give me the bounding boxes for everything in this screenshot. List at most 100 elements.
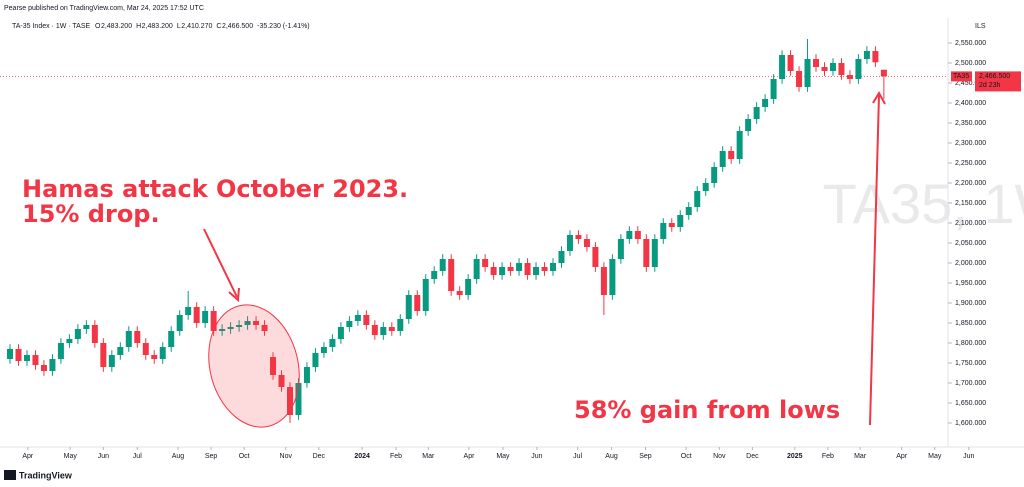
x-tick-label: Aug (172, 453, 185, 460)
candle-body (193, 307, 200, 323)
candle-body (753, 107, 760, 119)
candle-body (880, 69, 887, 77)
x-tick-label: Aug (605, 453, 618, 460)
candle-body (83, 325, 90, 329)
candle-body (516, 263, 523, 271)
candle-body (219, 329, 226, 331)
candle-body (829, 63, 836, 71)
candle-body (439, 259, 446, 271)
candle-body (626, 231, 633, 239)
x-tick-label: Dec (313, 453, 326, 460)
candle-body (354, 315, 361, 321)
candle-body (363, 315, 370, 325)
brand: TradingView (19, 470, 73, 480)
candle-body (286, 387, 293, 415)
candle-body (337, 327, 344, 339)
candle-body (388, 327, 395, 331)
candle-body (414, 295, 421, 311)
candle-body (244, 321, 251, 325)
x-tick-label: May (496, 453, 510, 460)
candle-body (261, 325, 268, 331)
x-tick-label: Oct (681, 453, 692, 460)
candle-body (159, 347, 166, 359)
x-tick-label: May (928, 453, 942, 460)
candle-body (185, 307, 192, 315)
candle-body (7, 349, 14, 359)
ohlc-value: 2,410.270 (181, 23, 212, 30)
candle-body (643, 239, 650, 267)
x-tick-label: Apr (22, 453, 34, 460)
y-tick-label: 1,700.000 (955, 380, 986, 387)
candle-body (151, 355, 158, 359)
arrow-head (872, 90, 886, 105)
candle-body (592, 247, 599, 267)
y-tick-label: 1,650.000 (955, 400, 986, 407)
candle-body (15, 349, 22, 361)
x-tick-label: Feb (390, 453, 402, 460)
candle-body (405, 295, 412, 319)
candle-body (541, 267, 548, 271)
candle-body (711, 167, 718, 183)
candle-body (142, 343, 149, 355)
x-tick-label: Jun (98, 453, 109, 460)
candle-body (490, 267, 497, 275)
y-tick-label: 2,250.000 (955, 160, 986, 167)
candle-body (227, 327, 234, 329)
y-tick-label: 1,800.000 (955, 340, 986, 347)
candle-body (736, 131, 743, 159)
candle-body (583, 239, 590, 247)
candle-body (668, 223, 675, 227)
candle-body (694, 191, 701, 207)
candle-body (422, 279, 429, 311)
candle-body (329, 339, 336, 347)
candle-body (32, 355, 39, 365)
x-tick-label: Jul (573, 453, 582, 460)
ohlc-value: 2,466.500 (222, 23, 253, 30)
watermark: TA35, 1W (823, 172, 1024, 235)
candle-body (651, 239, 658, 267)
x-tick-label: Apr (464, 453, 476, 460)
candle-body (779, 55, 786, 79)
candle-body (855, 59, 862, 79)
x-tick-label: Jul (133, 453, 142, 460)
ohlc-value: 2,483.200 (142, 23, 173, 30)
candle-body (236, 325, 243, 327)
candle-body (380, 327, 387, 335)
series-tag: TA35 (953, 73, 969, 80)
y-tick-label: 2,200.000 (955, 180, 986, 187)
candle-body (507, 267, 514, 271)
y-tick-label: 2,450.000 (955, 80, 986, 87)
x-tick-label: Jun (531, 453, 542, 460)
x-tick-label: Apr (896, 453, 908, 460)
candle-body (872, 51, 879, 63)
candle-body (100, 343, 107, 367)
candle-body (846, 75, 853, 79)
candle-body (320, 347, 327, 353)
ohlc-row: O 2,483.200 H 2,483.200 L 2,410.270 C 2,466.500… (95, 23, 310, 30)
y-tick-label: 2,100.000 (955, 220, 986, 227)
y-tick-label: 2,000.000 (955, 260, 986, 267)
y-tick-label: 2,150.000 (955, 200, 986, 207)
y-tick-label: 2,550.000 (955, 40, 986, 47)
ohlc-key: L (177, 23, 181, 30)
candle-body (575, 235, 582, 239)
y-tick-label: 1,600.000 (955, 420, 986, 427)
candle-body (66, 339, 73, 343)
candle-body (270, 357, 277, 375)
candle-body (821, 67, 828, 71)
ohlc-key: O (95, 23, 101, 30)
x-tick-label: 2025 (787, 453, 803, 460)
candle-body (465, 279, 472, 295)
candle-body (108, 355, 115, 367)
y-tick-label: 1,850.000 (955, 320, 986, 327)
x-tick-label: Oct (239, 453, 250, 460)
ohlc-value: 2,483.200 (101, 23, 132, 30)
candle-body (685, 207, 692, 215)
candle-body (804, 59, 811, 87)
candle-body (600, 267, 607, 295)
candle-body (745, 119, 752, 131)
candle-body (346, 321, 353, 327)
candle-body (524, 263, 531, 275)
y-tick-label: 2,050.000 (955, 240, 986, 247)
